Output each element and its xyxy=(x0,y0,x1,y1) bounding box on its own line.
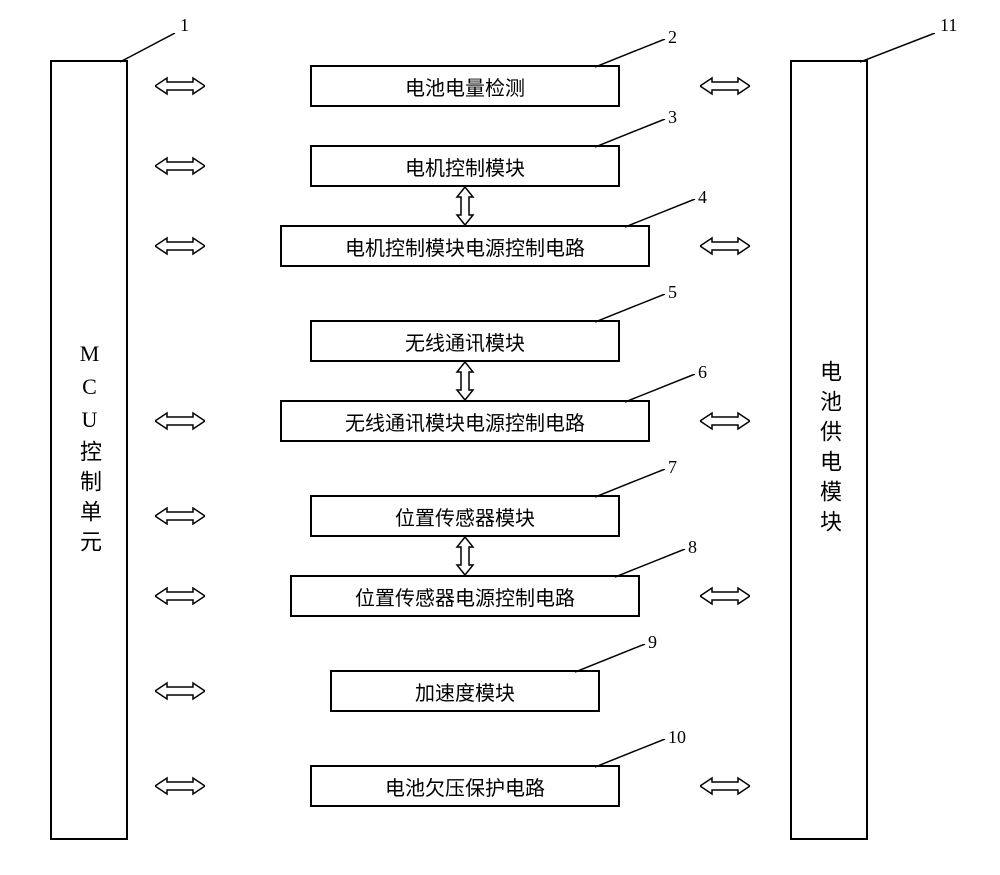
center-block-4: 电机控制模块电源控制电路 xyxy=(280,225,650,267)
callout-number-7: 7 xyxy=(668,457,677,478)
center-block-9: 加速度模块 xyxy=(330,670,600,712)
vertical-arrow-below-3 xyxy=(455,187,475,225)
left-arrow-10 xyxy=(155,776,205,796)
center-block-label-6: 无线通讯模块电源控制电路 xyxy=(345,407,585,436)
vertical-arrow-below-7 xyxy=(455,537,475,575)
center-block-label-10: 电池欠压保护电路 xyxy=(385,772,545,801)
right-arrow-8 xyxy=(700,586,750,606)
callout-number-8: 8 xyxy=(688,537,697,558)
callout-number-6: 6 xyxy=(698,362,707,383)
right-arrow-2 xyxy=(700,76,750,96)
battery-power-module-label: 电池供电模块 xyxy=(813,360,845,540)
center-block-10: 电池欠压保护电路 xyxy=(310,765,620,807)
center-block-label-9: 加速度模块 xyxy=(415,677,515,706)
vertical-arrow-below-5 xyxy=(455,362,475,400)
center-block-8: 位置传感器电源控制电路 xyxy=(290,575,640,617)
callout-number-3: 3 xyxy=(668,107,677,128)
left-arrow-9 xyxy=(155,681,205,701)
center-block-7: 位置传感器模块 xyxy=(310,495,620,537)
right-arrow-10 xyxy=(700,776,750,796)
left-arrow-8 xyxy=(155,586,205,606)
center-block-label-3: 电机控制模块 xyxy=(405,152,525,181)
center-block-3: 电机控制模块 xyxy=(310,145,620,187)
callout-number-4: 4 xyxy=(698,187,707,208)
left-arrow-7 xyxy=(155,506,205,526)
center-block-label-4: 电机控制模块电源控制电路 xyxy=(345,232,585,261)
center-block-label-2: 电池电量检测 xyxy=(405,72,525,101)
center-block-6: 无线通讯模块电源控制电路 xyxy=(280,400,650,442)
mcu-control-unit-block: MCU控制单元 xyxy=(50,60,128,840)
callout-number-11: 11 xyxy=(940,15,957,36)
center-block-label-5: 无线通讯模块 xyxy=(405,327,525,356)
callout-number-1: 1 xyxy=(180,15,189,36)
callout-number-9: 9 xyxy=(648,632,657,653)
mcu-control-unit-label: MCU控制单元 xyxy=(73,341,105,560)
right-arrow-6 xyxy=(700,411,750,431)
left-arrow-3 xyxy=(155,156,205,176)
callout-number-10: 10 xyxy=(668,727,686,748)
left-arrow-2 xyxy=(155,76,205,96)
left-arrow-4 xyxy=(155,236,205,256)
center-block-label-7: 位置传感器模块 xyxy=(395,502,535,531)
center-block-label-8: 位置传感器电源控制电路 xyxy=(355,582,575,611)
left-arrow-6 xyxy=(155,411,205,431)
callout-number-2: 2 xyxy=(668,27,677,48)
center-block-5: 无线通讯模块 xyxy=(310,320,620,362)
callout-number-5: 5 xyxy=(668,282,677,303)
center-block-2: 电池电量检测 xyxy=(310,65,620,107)
battery-power-module-block: 电池供电模块 xyxy=(790,60,868,840)
right-arrow-4 xyxy=(700,236,750,256)
